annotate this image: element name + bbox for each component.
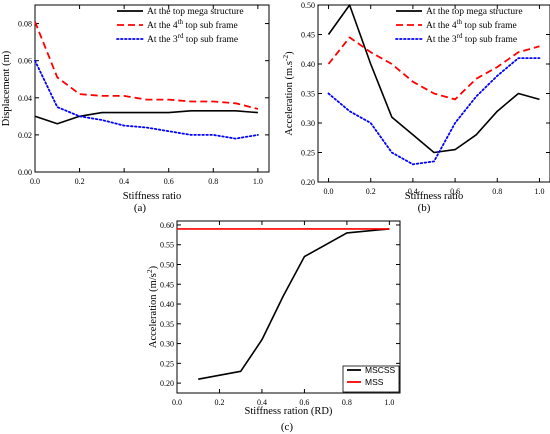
x-tick-label: 0.2 [214, 398, 224, 407]
y-tick-label: 0.45 [160, 280, 174, 289]
legend-label-3: At the 3rd top sub frame [426, 32, 517, 45]
panel-label: (a) [134, 202, 147, 214]
x-tick-label: 0.0 [172, 398, 182, 407]
y-tick-label: 0.35 [301, 90, 315, 99]
x-tick-label: 0.8 [342, 398, 352, 407]
y-tick-label: 0.40 [160, 300, 174, 309]
series-line-2 [34, 21, 259, 110]
x-axis-label: Stiffness ration (RD) [245, 406, 333, 417]
x-tick-label: 1.0 [384, 398, 394, 407]
series-line-1 [327, 4, 540, 154]
y-axis-label: Acceleration (m/s2) [145, 265, 159, 348]
x-tick-label: 1.0 [253, 177, 263, 186]
y-tick-label: 0.25 [301, 149, 315, 158]
x-tick-label: 0.4 [119, 177, 129, 186]
legend-label-2: At the 4th top sub frame [426, 18, 517, 31]
series-line-2 [327, 36, 540, 101]
y-tick-label: 0.00 [18, 168, 32, 177]
chart-panel-1: 0.0 0.2 0.4 0.6 0.8 1.0 0.00 0.02 0.04 0.06 0.08 At… [1, 4, 270, 214]
series-line-3 [327, 57, 541, 166]
x-tick-label: 0.0 [324, 187, 334, 196]
y-tick-label: 0.20 [160, 379, 174, 388]
x-tick-label: 0.6 [164, 177, 174, 186]
x-tick-label: 0.6 [450, 187, 460, 196]
legend-label-1: MSCSS [365, 365, 396, 375]
y-tick-label: 0.30 [160, 340, 174, 349]
y-tick-label: 0.02 [18, 131, 32, 140]
x-tick-label: 0.2 [366, 187, 376, 196]
y-tick-label: 0.04 [18, 94, 32, 103]
panel-label: (b) [418, 202, 431, 214]
y-tick-label: 0.55 [160, 241, 174, 250]
chart-panel-2: 0.0 0.2 0.4 0.6 0.8 1.0 0.20 0.25 0.30 0.35 0.40 0.… [281, 1, 550, 214]
plot-frame [176, 220, 401, 394]
y-axis-label: Displacement (m) [1, 50, 12, 126]
x-tick-label: 0.8 [208, 177, 218, 186]
legend-label-2: At the 4th top sub frame [147, 18, 238, 31]
series-line-3 [34, 59, 259, 140]
y-tick-label: 0.06 [18, 57, 32, 66]
y-tick-label: 0.20 [301, 178, 315, 187]
y-tick-label: 0.35 [160, 320, 174, 329]
y-tick-label: 0.60 [160, 221, 174, 230]
chart-panel-3: 0.0 0.2 0.4 0.6 0.8 1.0 0.20 0.25 0.30 0.35 0.40 0.… [145, 220, 401, 433]
x-axis-label: Stiffness ratio [123, 191, 181, 202]
legend-label-1: At the top mega structure [147, 7, 244, 17]
x-tick-label: 1.0 [534, 187, 544, 196]
plot-frame [34, 4, 270, 173]
panel-label: (c) [281, 421, 294, 433]
series-line-1 [34, 110, 258, 125]
x-tick-label: 0.6 [299, 398, 309, 407]
x-tick-label: 0.2 [75, 177, 85, 186]
series-line-1 [198, 228, 390, 380]
y-tick-label: 0.08 [18, 20, 32, 29]
x-tick-label: 0.8 [492, 187, 502, 196]
y-tick-label: 0.50 [160, 260, 174, 269]
y-tick-label: 0.45 [301, 31, 315, 40]
y-axis-label: Acceleration (m.s-2) [281, 51, 295, 136]
y-tick-label: 0.25 [160, 359, 174, 368]
y-tick-label: 0.50 [301, 1, 315, 10]
y-tick-label: 0.40 [301, 60, 315, 69]
x-axis-label: Stiffness ratio [405, 191, 463, 202]
legend-label-3: At the 3rd top sub frame [147, 32, 238, 45]
legend-label-2: MSS [365, 377, 384, 387]
legend-label-1: At the top mega structure [426, 7, 523, 17]
y-tick-label: 0.30 [301, 119, 315, 128]
legend: MSCSS MSS [342, 365, 400, 393]
x-tick-label: 0.0 [30, 177, 40, 186]
x-tick-label: 0.4 [257, 398, 267, 407]
x-tick-label: 0.4 [408, 187, 418, 196]
